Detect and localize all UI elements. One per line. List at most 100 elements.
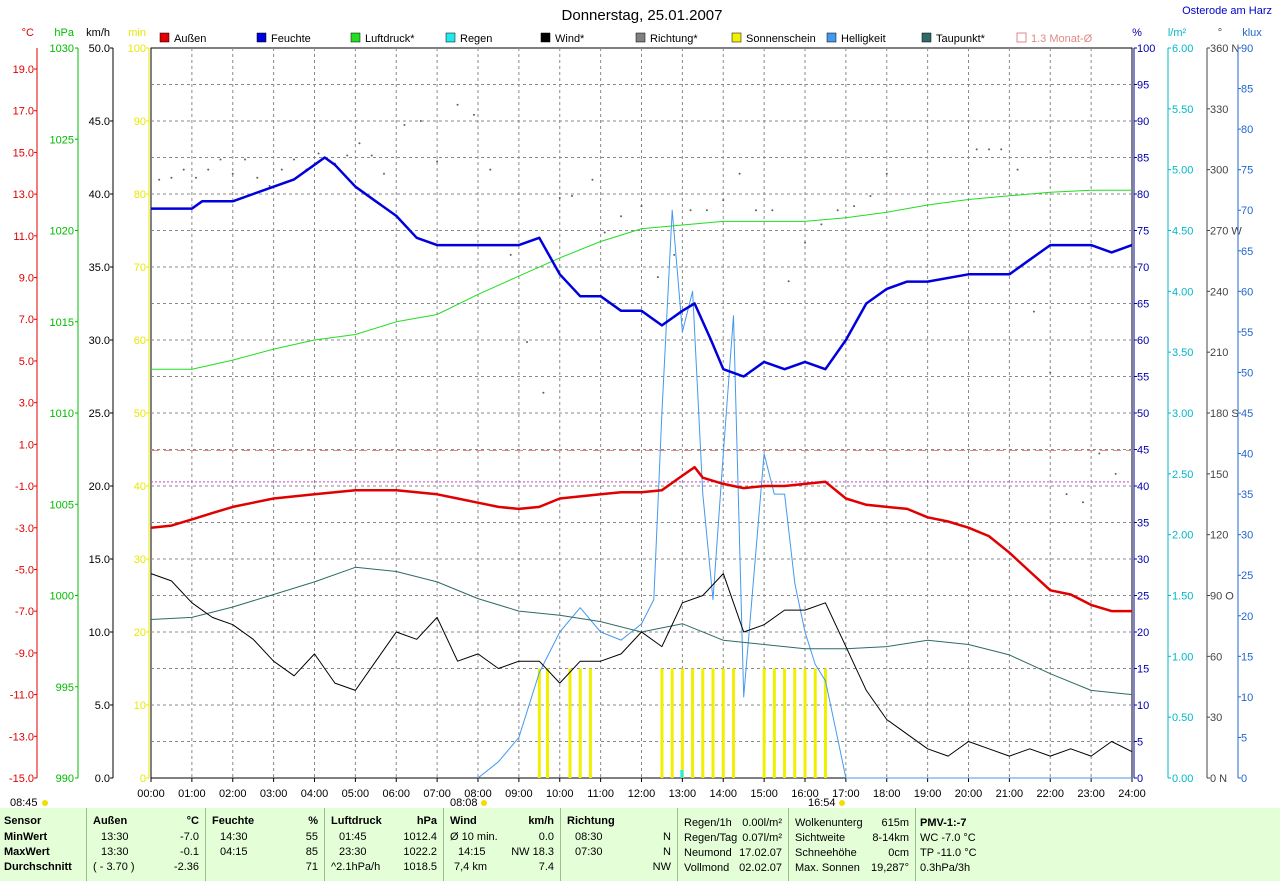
stats-label: Regen/Tag xyxy=(684,832,738,844)
wind-axis-tick-label: 45.0 xyxy=(89,116,110,128)
direction-point xyxy=(489,168,492,171)
stats-label: Vollmond xyxy=(684,862,730,874)
series-line-aussen xyxy=(150,465,1132,613)
direction-point xyxy=(722,199,725,202)
humidity-axis-tick-label: 90 xyxy=(1137,116,1149,128)
direction-point xyxy=(689,209,692,212)
right-axes: %100959085807570656055504540353025201510… xyxy=(1132,27,1262,785)
radiation-axis-tick-label: 0.50 xyxy=(1172,712,1193,724)
direction-point xyxy=(403,124,406,127)
wind-axis-tick-label: 0.0 xyxy=(95,773,110,785)
direction-point xyxy=(591,178,594,181)
stats-value: NW 18.3 xyxy=(511,846,554,858)
stats-regen-column: Regen/1h 0.00l/m² Regen/Tag 0.07l/m² Neumo… xyxy=(678,808,789,881)
direction-point xyxy=(754,209,757,212)
radiation-axis-tick-label: 5.50 xyxy=(1172,104,1193,116)
stats-time: ( - 3.70 ) xyxy=(93,861,135,873)
series-line-luftdruck xyxy=(151,189,1132,370)
direction-point xyxy=(207,168,210,171)
wind-axis-tick-label: 35.0 xyxy=(89,262,110,274)
time-tick-label: 22:00 xyxy=(1036,788,1064,800)
stats-feuchte-column: Feuchte% 14:30 55 04:15 85 71 xyxy=(206,808,325,881)
direction-point xyxy=(558,197,561,200)
time-tick-label: 02:00 xyxy=(219,788,247,800)
stats-value: 7.4 xyxy=(538,861,554,873)
time-tick-label: 12:00 xyxy=(628,788,656,800)
stats-wolken-column: Wolkenunterg 615m Sichtweite 8-14km Schnee… xyxy=(789,808,916,881)
radiation-axis-tick-label: 6.00 xyxy=(1172,43,1193,55)
radiation-axis-tick-label: 5.00 xyxy=(1172,165,1193,177)
legend-label: Regen xyxy=(460,33,492,45)
sunshine-bar xyxy=(537,668,541,778)
time-tick-label: 03:00 xyxy=(260,788,288,800)
stats-time: 7,4 km xyxy=(454,861,488,873)
temp-axis-tick-label: 19.0 xyxy=(13,64,34,76)
direction-point xyxy=(419,120,422,122)
direction-point xyxy=(280,168,283,171)
direction-point xyxy=(219,158,222,161)
direction-point xyxy=(656,276,659,279)
temp-axis-tick-label: 17.0 xyxy=(13,106,34,118)
radiation-axis-tick-label: 4.00 xyxy=(1172,286,1193,298)
stats-header: Luftdruck xyxy=(331,815,382,827)
time-tick-label: 05:00 xyxy=(342,788,370,800)
radiation-axis-tick-label: 1.00 xyxy=(1172,651,1193,663)
stats-label: Schneehöhe xyxy=(795,847,857,859)
direction-point xyxy=(603,231,606,234)
sun-axis-tick-label: 90 xyxy=(134,116,146,128)
direction-axis-tick-label: 180 S xyxy=(1210,408,1239,420)
direction-point xyxy=(987,148,990,151)
sun-axis-unit: min xyxy=(128,27,146,39)
stats-value: 0.00l/m² xyxy=(742,817,782,829)
stats-value: 02.02.07 xyxy=(739,862,782,874)
sun-axis-tick-label: 20 xyxy=(134,627,146,639)
brightness-axis-tick-label: 50 xyxy=(1241,367,1253,379)
temp-axis-tick-label: 7.0 xyxy=(19,314,34,326)
temp-axis-tick-label: -1.0 xyxy=(15,481,34,493)
humidity-axis-tick-label: 75 xyxy=(1137,226,1149,238)
direction-axis-tick-label: 210 xyxy=(1210,347,1228,359)
legend-label: Sonnenschein xyxy=(746,33,816,45)
pressure-axis-tick-label: 1020 xyxy=(50,226,74,238)
direction-point xyxy=(358,142,361,145)
humidity-axis-tick-label: 20 xyxy=(1137,627,1149,639)
brightness-axis-tick-label: 80 xyxy=(1241,124,1253,136)
sun-axis-tick-label: 80 xyxy=(134,189,146,201)
stats-value: 71 xyxy=(305,861,318,873)
humidity-axis-tick-label: 60 xyxy=(1137,335,1149,347)
brightness-axis-tick-label: 5 xyxy=(1241,732,1247,744)
sunshine-bar xyxy=(772,668,776,778)
temp-axis-tick-label: 15.0 xyxy=(13,147,34,159)
legend-swatch xyxy=(921,32,932,43)
stats-pmv: PMV-1:-7 xyxy=(920,817,967,829)
stats-pmv-column: PMV-1:-7 WC -7.0 °C TP -11.0 °C 0.3hPa/3… xyxy=(916,808,1026,881)
temp-axis-tick-label: 9.0 xyxy=(19,273,34,285)
legend-label: Wind* xyxy=(555,33,585,45)
humidity-axis-tick-label: 15 xyxy=(1137,664,1149,676)
pressure-axis-tick-label: 1010 xyxy=(50,408,74,420)
brightness-axis-tick-label: 65 xyxy=(1241,246,1253,258)
time-tick-label: 23:00 xyxy=(1077,788,1105,800)
stats-header: Außen xyxy=(93,815,128,827)
sun-axis-tick-label: 30 xyxy=(134,554,146,566)
time-tick-label: 24:00 xyxy=(1118,788,1146,800)
direction-point xyxy=(244,158,247,161)
direction-point xyxy=(1032,310,1035,313)
humidity-axis-tick-label: 55 xyxy=(1137,372,1149,384)
stats-value: 0.0 xyxy=(538,831,554,843)
direction-point xyxy=(436,160,439,163)
stats-time: ^2.1hPa/h xyxy=(331,861,381,873)
direction-point xyxy=(571,195,574,198)
temp-axis-tick-label: -5.0 xyxy=(15,564,34,576)
direction-point xyxy=(526,341,529,344)
direction-axis-tick-label: 300 xyxy=(1210,165,1228,177)
brightness-axis-tick-label: 10 xyxy=(1241,692,1253,704)
left-axes: °C 19.0 17.0 15.0 13.0 11.0 9.0 7.0 5.0 3.0 1.0 -1.… xyxy=(9,27,150,785)
sunshine-bar xyxy=(813,668,817,778)
direction-point xyxy=(673,253,676,256)
sunshine-bar xyxy=(660,668,664,778)
stats-label: Sichtweite xyxy=(795,832,846,844)
sunshine-bar xyxy=(823,668,827,778)
radiation-axis-tick-label: 2.00 xyxy=(1172,530,1193,542)
direction-point xyxy=(317,152,320,155)
